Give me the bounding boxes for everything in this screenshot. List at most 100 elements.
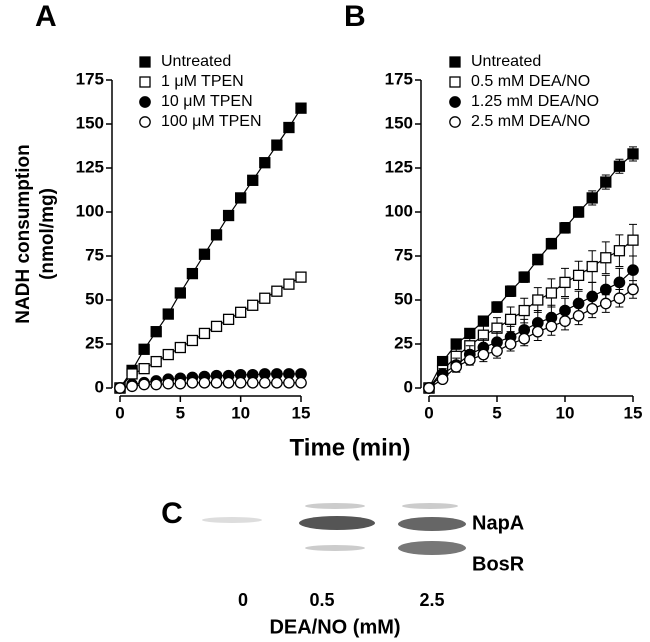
x-tick-label: 0 [115, 403, 124, 422]
x-tick-label: 0 [424, 403, 433, 422]
marker [126, 380, 138, 393]
marker [627, 264, 639, 276]
legend-marker [449, 116, 461, 128]
gel-panel: C NapA BosR 0 0.5 2.5 DEA/NO (mM) [161, 497, 525, 638]
band [402, 503, 458, 509]
marker [532, 294, 544, 306]
marker [518, 332, 531, 345]
legend-label: Untreated [161, 53, 231, 70]
legend-label: 1 μM TPEN [161, 73, 244, 90]
marker [138, 343, 150, 355]
marker [627, 234, 639, 246]
marker [600, 252, 612, 264]
legend-marker [139, 116, 151, 128]
marker [210, 229, 223, 241]
legend-marker [139, 96, 151, 108]
x-tick-label: 15 [624, 403, 643, 422]
band-label: NapA [472, 512, 524, 534]
marker [627, 148, 639, 160]
marker [545, 287, 558, 299]
marker [450, 338, 462, 350]
y-tick-label: 75 [394, 245, 413, 264]
marker [150, 378, 163, 391]
legend-label: 0.5 mM DEA/NO [471, 73, 590, 90]
series-line [119, 373, 301, 389]
marker [198, 327, 211, 340]
y-tick-label: 50 [85, 289, 104, 308]
legend-label: 100 μM TPEN [161, 113, 262, 130]
series-line [119, 276, 302, 389]
y-tick-label: 50 [394, 289, 413, 308]
marker [258, 376, 271, 389]
legend-marker [449, 56, 461, 68]
marker [600, 176, 612, 188]
marker [247, 299, 259, 311]
lane-label: 0.5 [309, 590, 334, 610]
marker [271, 376, 283, 389]
marker [531, 325, 544, 338]
legend-marker [139, 56, 151, 68]
marker [222, 376, 235, 389]
marker [613, 276, 626, 289]
series-line [119, 107, 302, 389]
x-tick-label: 5 [492, 403, 501, 422]
band [305, 503, 365, 509]
marker [463, 353, 476, 366]
legend-label: 2.5 mM DEA/NO [471, 113, 590, 130]
marker [174, 377, 187, 390]
marker [423, 382, 435, 394]
marker [613, 245, 626, 257]
marker [271, 285, 283, 297]
series-line [428, 269, 634, 389]
marker [271, 139, 283, 151]
marker [586, 192, 598, 204]
marker [162, 377, 175, 390]
y-tick-label: 175 [385, 69, 413, 88]
y-tick-label: 125 [385, 157, 413, 176]
marker [545, 238, 558, 250]
marker [613, 292, 626, 305]
marker [450, 361, 463, 373]
y-axis-label: NADH consumption [13, 144, 34, 323]
marker [599, 283, 612, 296]
series-line [119, 382, 301, 389]
marker [126, 368, 138, 380]
marker [150, 355, 162, 368]
marker [586, 260, 598, 273]
marker [491, 301, 503, 313]
x-axis-label: Time (min) [290, 434, 411, 461]
y-tick-label: 0 [404, 377, 413, 396]
marker [586, 302, 599, 315]
marker [572, 206, 585, 218]
marker [138, 378, 150, 391]
panel-label: B [344, 0, 366, 33]
marker [436, 373, 449, 386]
series-line [428, 153, 634, 389]
marker [613, 160, 626, 172]
marker [114, 382, 126, 394]
x-tick-label: 5 [176, 403, 185, 422]
marker [235, 192, 247, 204]
y-tick-label: 150 [76, 113, 104, 132]
marker [174, 341, 186, 354]
marker [295, 102, 307, 114]
legend-label: Untreated [471, 53, 541, 70]
marker [599, 297, 612, 310]
marker [295, 271, 307, 283]
marker [532, 253, 544, 266]
marker [162, 348, 174, 361]
marker [283, 121, 295, 134]
y-tick-label: 75 [85, 245, 104, 264]
marker [150, 326, 162, 338]
marker [572, 269, 585, 282]
marker [283, 376, 295, 389]
y-tick-label: 175 [76, 69, 104, 88]
marker [627, 283, 639, 296]
x-tick-label: 15 [292, 403, 311, 422]
marker [198, 376, 211, 389]
x-tick-label: 10 [231, 403, 250, 422]
y-tick-label: 125 [76, 157, 104, 176]
marker [259, 292, 271, 304]
series-line [428, 288, 634, 389]
